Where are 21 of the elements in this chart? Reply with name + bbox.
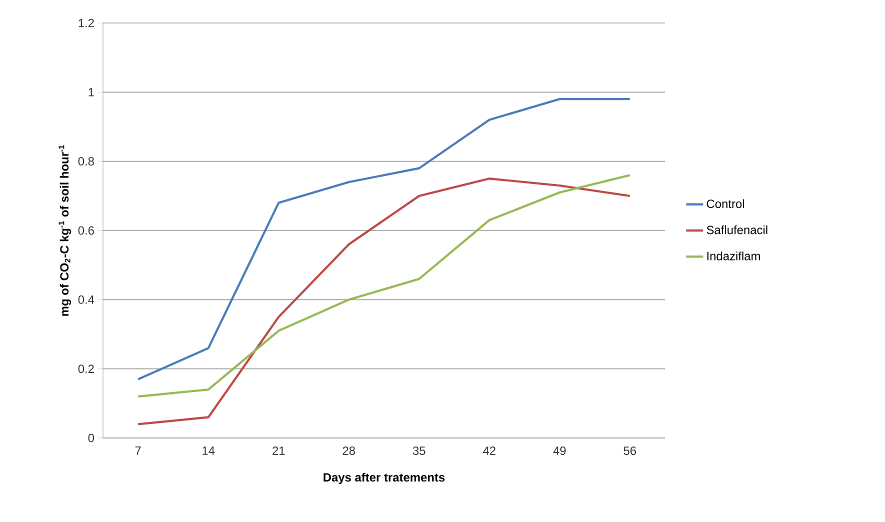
x-tick-label: 49 [553,446,566,455]
legend-label: Indaziflam [707,252,760,260]
y-tick-label: 0.6 [78,226,94,235]
x-tick-label: 14 [202,446,215,455]
y-tick-label: 0 [88,434,94,442]
y-tick-label: 1 [88,88,94,96]
y-axis-title: mg of CO$_{2}$-C kg$^{-1}$ of soil hour$^{-1}$ [58,145,72,316]
x-tick-label: 35 [412,446,426,455]
y-tick-label: 1.2 [78,18,94,28]
y-tick-label: 0.2 [78,364,94,374]
x-tick-label: 56 [624,446,636,455]
legend-label: Saflufenacil [706,225,768,234]
legend-label: Control [706,199,744,208]
x-tick-label: 42 [483,446,496,455]
line-series [137,98,631,380]
x-axis-title: Days after tratements [324,472,445,484]
x-tick-label: 7 [135,446,141,455]
y-tick-label: 0.4 [78,295,94,304]
x-tick-label: 21 [272,446,285,455]
x-tick-label: 28 [342,446,355,455]
y-tick-label: 0.8 [78,157,94,166]
